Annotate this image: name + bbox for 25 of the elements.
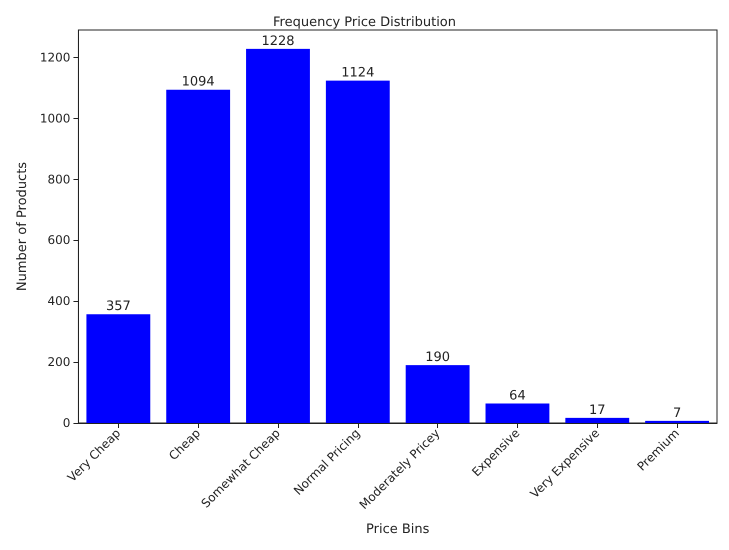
data-label: 1094 <box>182 74 215 90</box>
bar <box>86 314 150 423</box>
bar <box>486 404 550 423</box>
y-tick-label: 1200 <box>40 50 70 64</box>
y-tick-label: 0 <box>62 416 70 430</box>
bar <box>565 418 630 423</box>
chart-title: Frequency Price Distribution <box>273 15 456 30</box>
bar <box>326 80 390 423</box>
y-tick-label: 200 <box>48 355 70 370</box>
y-tick-label: 400 <box>48 294 70 308</box>
y-tick-label: 1000 <box>40 111 70 126</box>
data-label: 64 <box>509 388 526 404</box>
data-label: 17 <box>588 402 606 418</box>
bar <box>166 90 230 423</box>
y-tick-label: 600 <box>48 233 70 248</box>
y-axis-title: Number of Products <box>15 162 30 292</box>
y-tick-label: 800 <box>48 172 70 186</box>
x-axis-title: Price Bins <box>366 522 430 537</box>
data-label: 7 <box>672 406 682 421</box>
data-label: 190 <box>425 350 450 366</box>
data-label: 1124 <box>341 66 374 81</box>
data-label: 357 <box>106 299 131 314</box>
bar <box>246 48 310 423</box>
data-label: 1228 <box>261 34 295 49</box>
bar <box>406 365 470 423</box>
